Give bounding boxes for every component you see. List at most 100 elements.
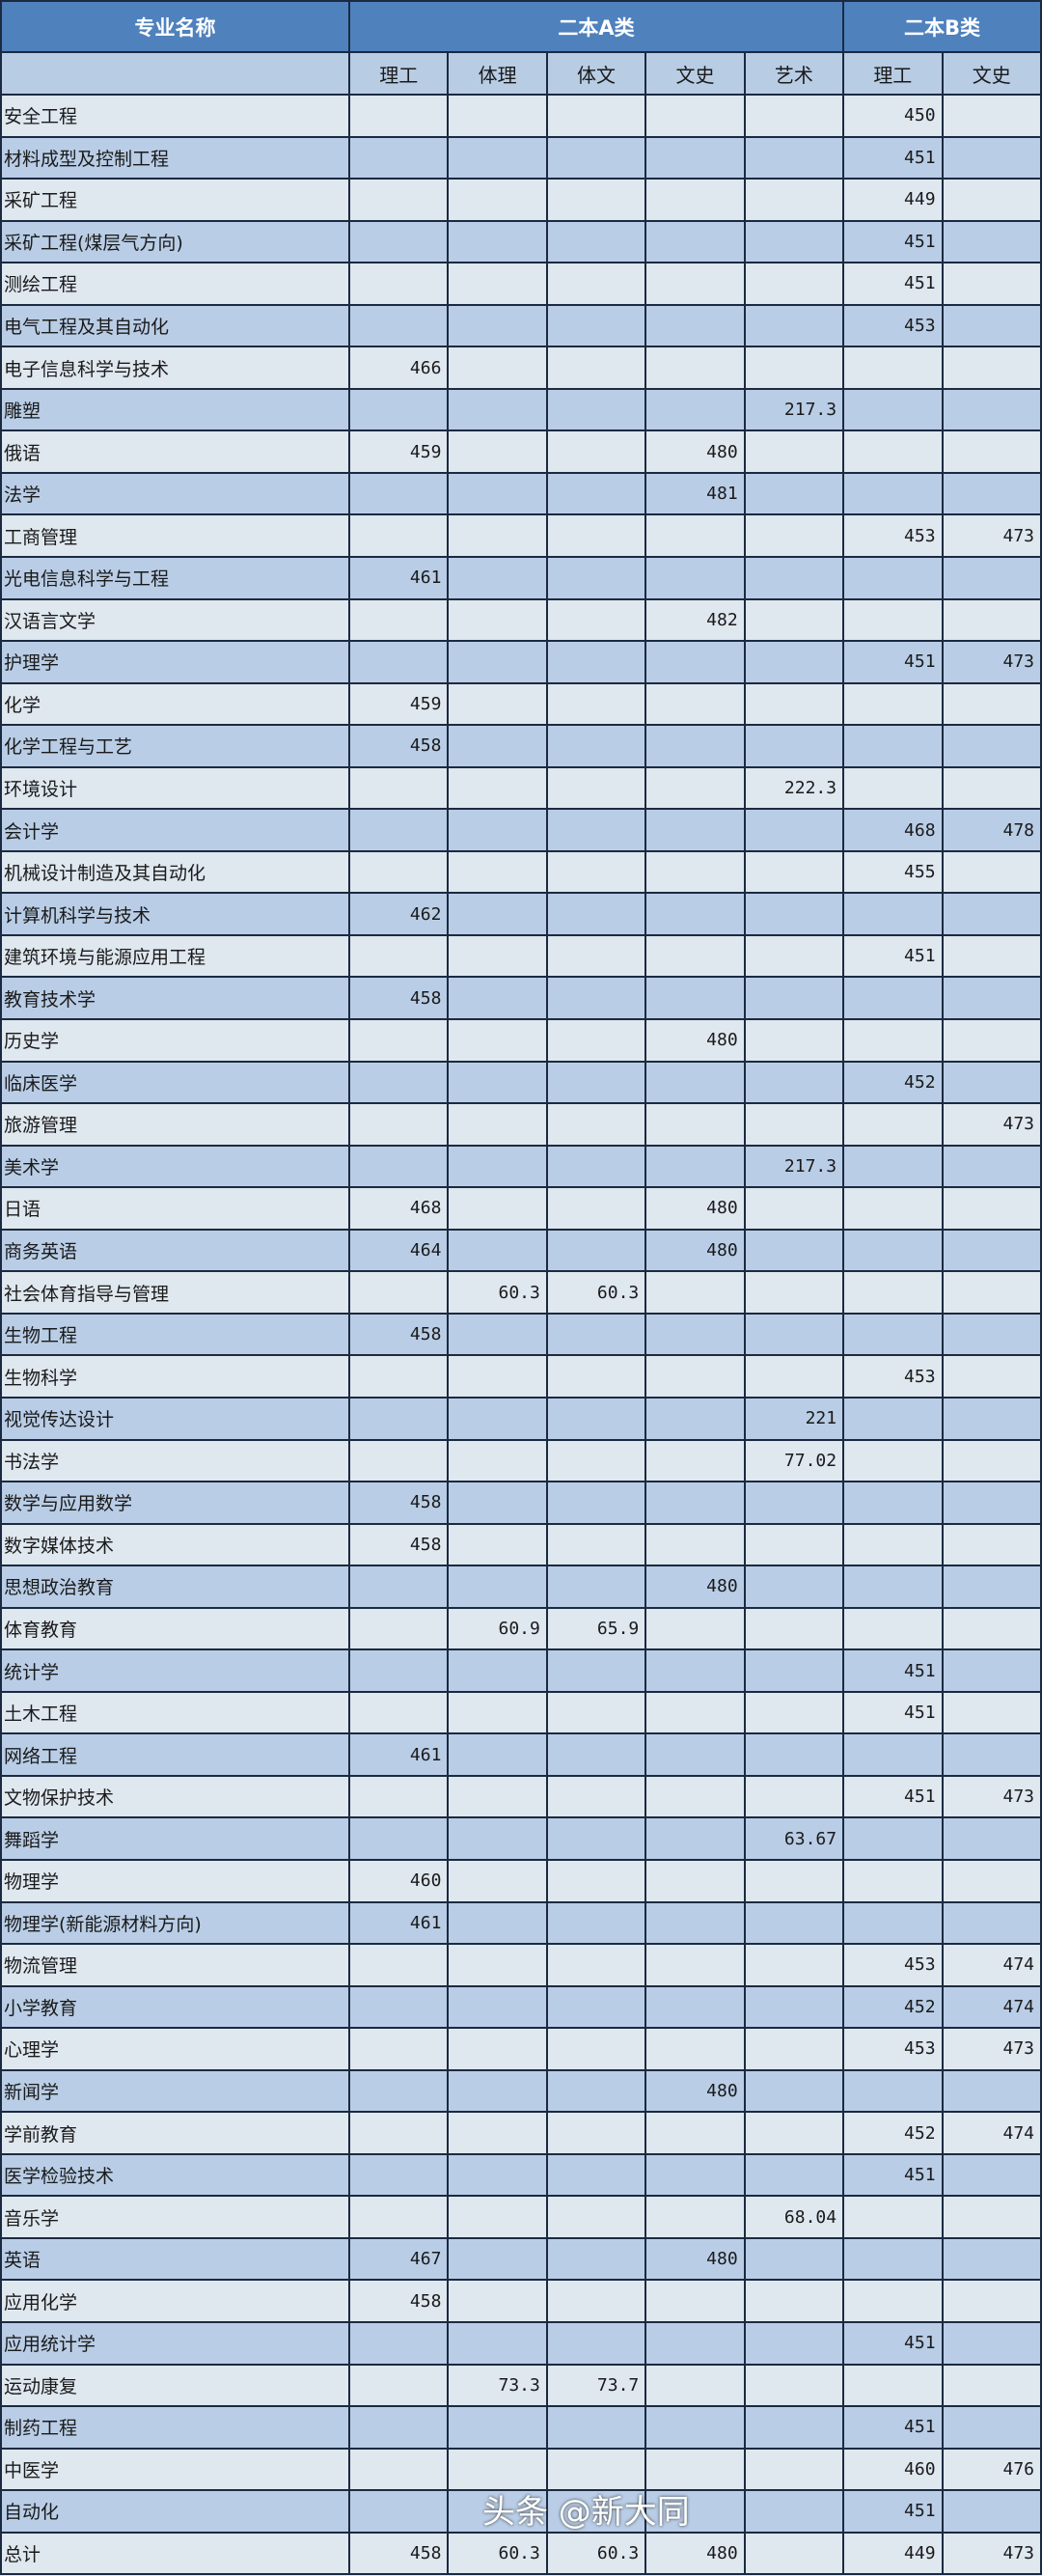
score-cell (743, 1774, 845, 1819)
table-row: 化学工程与工艺 458 (0, 724, 1042, 768)
score-cell (545, 1690, 647, 1735)
score-cell (644, 681, 746, 727)
score-cell (941, 1522, 1042, 1567)
score-cell (941, 556, 1042, 600)
score-cell (644, 2111, 746, 2155)
score-cell (743, 178, 845, 222)
score-cell (743, 2363, 845, 2408)
score-cell (941, 471, 1042, 516)
table-row: 书法学 77.02 (0, 1438, 1042, 1483)
table-row: 文物保护技术 451 473 (0, 1774, 1042, 1819)
score-cell (941, 178, 1042, 222)
score-cell (347, 135, 450, 180)
major-name-cell: 运动康复 (0, 2363, 350, 2408)
subject-header: 体文 (545, 51, 647, 96)
score-cell (743, 1186, 845, 1231)
score-cell (941, 2489, 1042, 2534)
score-cell (545, 1522, 647, 1567)
score-cell (842, 892, 944, 936)
score-cell: 451 (842, 2405, 944, 2450)
score-cell (447, 1690, 548, 1735)
score-cell: 451 (842, 2489, 944, 2534)
score-cell (743, 1732, 845, 1777)
score-cell (347, 2489, 450, 2534)
score-cell (545, 1438, 647, 1483)
score-cell (644, 1481, 746, 1525)
table-row: 小学教育 452 474 (0, 1984, 1042, 2030)
score-cell (545, 1060, 647, 1105)
score-cell (545, 1732, 647, 1777)
score-cell (447, 303, 548, 348)
score-cell: 466 (347, 346, 450, 390)
score-cell (447, 1565, 548, 1609)
score-cell (347, 1816, 450, 1861)
major-name-cell: 安全工程 (0, 94, 350, 138)
major-name-cell: 学前教育 (0, 2111, 350, 2155)
score-cell (842, 1565, 944, 1609)
score-cell: 474 (941, 2111, 1042, 2155)
score-cell: 459 (347, 681, 450, 727)
major-name-cell: 历史学 (0, 1018, 350, 1063)
score-cell (447, 1228, 548, 1273)
score-cell: 458 (347, 1481, 450, 1525)
score-cell: 473 (941, 1102, 1042, 1147)
score-cell (447, 1943, 548, 1987)
score-cell (842, 346, 944, 390)
score-cell (447, 1396, 548, 1441)
table-row: 物流管理 453 474 (0, 1943, 1042, 1987)
score-cell (743, 640, 845, 684)
score-cell (447, 976, 548, 1021)
score-cell (941, 597, 1042, 643)
table-row: 商务英语 464 480 (0, 1228, 1042, 1273)
score-cell: 453 (842, 303, 944, 348)
score-cell (644, 1900, 746, 1946)
score-cell (545, 346, 647, 390)
score-cell (347, 387, 450, 432)
major-name-cell: 教育技术学 (0, 976, 350, 1021)
score-cell (545, 1648, 647, 1693)
score-cell (347, 1144, 450, 1189)
score-cell (545, 765, 647, 811)
score-cell (644, 2195, 746, 2239)
score-cell (447, 387, 548, 432)
group-b-header: 二本B类 (842, 0, 1042, 53)
score-cell (644, 1438, 746, 1483)
score-cell (545, 1396, 647, 1441)
score-cell (941, 1312, 1042, 1357)
table-row: 英语 467 480 (0, 2236, 1042, 2282)
table-row: 计算机科学与技术 462 (0, 892, 1042, 936)
major-name-cell: 材料成型及控制工程 (0, 135, 350, 180)
major-name-cell: 商务英语 (0, 1228, 350, 1273)
score-cell (447, 2068, 548, 2114)
score-cell (545, 513, 647, 559)
major-name-cell: 护理学 (0, 640, 350, 684)
score-cell (644, 2447, 746, 2492)
score-cell (743, 2320, 845, 2366)
score-cell: 451 (842, 2320, 944, 2366)
score-cell: 449 (842, 178, 944, 222)
score-cell (644, 1984, 746, 2030)
score-cell: 60.3 (545, 1270, 647, 1315)
major-name-cell: 旅游管理 (0, 1102, 350, 1147)
score-cell (743, 2068, 845, 2114)
score-cell: 459 (347, 429, 450, 474)
table-row: 教育技术学 458 (0, 976, 1042, 1021)
score-cell: 449 (842, 2531, 944, 2576)
score-cell (842, 1816, 944, 1861)
table-row: 制药工程 451 (0, 2405, 1042, 2450)
score-cell (941, 765, 1042, 811)
table-row: 数学与应用数学 458 (0, 1481, 1042, 1525)
table-row: 旅游管理 473 (0, 1102, 1042, 1147)
score-cell (743, 597, 845, 643)
table-row: 生物工程 458 (0, 1312, 1042, 1357)
score-cell (743, 513, 845, 559)
score-cell (447, 597, 548, 643)
table-row: 社会体育指导与管理 60.3 60.3 (0, 1270, 1042, 1315)
score-cell (545, 2236, 647, 2282)
score-cell: 217.3 (743, 387, 845, 432)
score-cell (743, 808, 845, 852)
score-cell: 453 (842, 1354, 944, 1399)
score-cell: 68.04 (743, 2195, 845, 2239)
score-cell: 452 (842, 1984, 944, 2030)
